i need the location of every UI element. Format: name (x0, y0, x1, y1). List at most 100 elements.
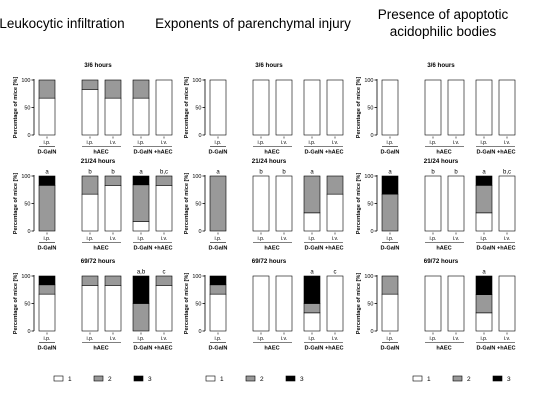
bar-segment (104, 185, 122, 232)
y-tick-label: 100 (192, 274, 201, 280)
legend-label: 3 (507, 376, 511, 383)
bar-segment (81, 89, 99, 136)
x-tick-label: i.p. (87, 336, 94, 342)
bar-segment (132, 79, 150, 99)
y-tick-label: 50 (195, 301, 201, 307)
bar-segment (132, 97, 150, 136)
x-group-label: hAEC (264, 150, 279, 156)
bar-segment (275, 175, 293, 232)
x-tick-label: i.p. (430, 236, 437, 242)
y-tick-label: 100 (364, 174, 373, 180)
x-group-label: hAEC (436, 346, 451, 352)
bar-segment (303, 212, 321, 232)
legend-swatch (412, 375, 423, 382)
x-tick-label: i.v. (110, 140, 116, 146)
significance-label: a (388, 170, 392, 176)
bar-segment (424, 175, 442, 232)
bar-segment (104, 79, 122, 99)
x-tick-label: i.p. (387, 336, 394, 342)
x-tick-label: i.v. (110, 236, 116, 242)
x-tick-label: i.p. (258, 236, 265, 242)
x-tick-label: i.v. (161, 140, 167, 146)
x-group-label: hAEC (436, 246, 451, 252)
legend: 1 2 3 (53, 375, 152, 383)
significance-label: a (482, 270, 486, 276)
bar-segment (381, 79, 399, 136)
x-tick-label: i.p. (87, 140, 94, 146)
x-group-label: hAEC (264, 346, 279, 352)
bar-segment (252, 175, 270, 232)
bar-segment (104, 285, 122, 332)
column-title: Presence of apoptotic (378, 7, 509, 22)
x-group-label: D-GalN (38, 246, 57, 252)
bar-segment (381, 175, 399, 195)
x-group-label: D-GalN (209, 150, 228, 156)
chart-panel: 69/72 hours Percentage of mice [%] 0 50 100 a… (184, 258, 344, 352)
x-tick-label: i.v. (110, 336, 116, 342)
significance-label: b (431, 170, 435, 176)
x-tick-label: i.p. (481, 336, 488, 342)
significance-label: b,c (160, 170, 168, 176)
bar-segment (498, 175, 516, 232)
x-tick-label: i.v. (504, 236, 510, 242)
bar-segment (38, 175, 56, 186)
x-group-label: hAEC (93, 246, 108, 252)
x-tick-label: i.p. (387, 236, 394, 242)
panel-title: 3/6 hours (255, 62, 283, 69)
legend-swatch (492, 375, 503, 382)
y-tick-label: 0 (198, 133, 201, 139)
bar-segment (132, 221, 150, 232)
bar-segment (381, 293, 399, 332)
chart-panel: 21/24 hours Percentage of mice [%] 0 50 100 a… (184, 158, 344, 252)
x-group-label: hAEC (264, 246, 279, 252)
panel-title: 69/72 hours (424, 258, 459, 265)
x-group-label: D-GalN +hAEC (476, 346, 515, 352)
bar-segment (303, 275, 321, 304)
legend-label: 3 (300, 376, 304, 383)
y-tick-label: 0 (27, 229, 30, 235)
y-tick-label: 50 (195, 105, 201, 111)
x-tick-label: i.v. (281, 140, 287, 146)
bar-segment (303, 303, 321, 314)
bar-segment (155, 275, 173, 286)
y-tick-label: 50 (367, 201, 373, 207)
bar-segment (475, 275, 493, 296)
y-tick-label: 50 (24, 301, 30, 307)
bar-segment (104, 175, 122, 186)
panel-title: 21/24 hours (81, 158, 116, 165)
x-group-label: D-GalN +hAEC (476, 150, 515, 156)
y-tick-label: 100 (364, 78, 373, 84)
bar-segment (132, 275, 150, 304)
bar-segment (38, 284, 56, 295)
x-group-label: hAEC (93, 150, 108, 156)
x-tick-label: i.p. (215, 336, 222, 342)
panel-title: 21/24 hours (252, 158, 287, 165)
bar-segment (81, 275, 99, 286)
bar-segment (38, 97, 56, 136)
significance-label: b,c (503, 170, 511, 176)
legend-swatch (53, 375, 64, 382)
y-tick-label: 100 (364, 274, 373, 280)
panel-title: 3/6 hours (84, 62, 112, 69)
bar-segment (447, 175, 465, 232)
x-tick-label: i.v. (281, 336, 287, 342)
bar-segment (498, 79, 516, 136)
chart-panel: 21/24 hours Percentage of mice [%] 0 50 100 a… (356, 158, 516, 252)
x-group-label: D-GalN +hAEC (304, 150, 343, 156)
x-group-label: D-GalN +hAEC (133, 346, 172, 352)
legend: 1 2 3 (412, 375, 511, 383)
y-axis-label: Percentage of mice [%] (184, 173, 190, 235)
bar-segment (475, 312, 493, 332)
bar-segment (326, 275, 344, 332)
x-group-label: D-GalN (381, 150, 400, 156)
y-axis-label: Percentage of mice [%] (13, 273, 19, 335)
significance-label: a (216, 170, 220, 176)
legend-label: 3 (148, 376, 152, 383)
bar-segment (381, 275, 399, 295)
significance-label: c (334, 270, 337, 276)
bar-segment (155, 79, 173, 136)
bar-segment (447, 275, 465, 332)
bar-segment (275, 275, 293, 332)
x-tick-label: i.v. (332, 236, 338, 242)
